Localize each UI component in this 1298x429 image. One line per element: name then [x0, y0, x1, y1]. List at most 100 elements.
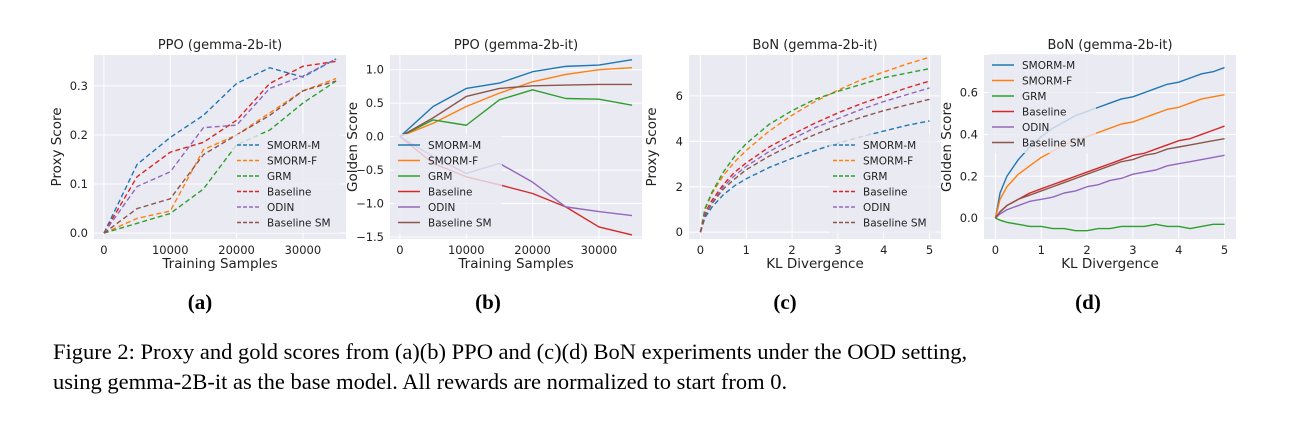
- x-tick-label: 30000: [285, 243, 322, 257]
- legend-label: Baseline SM: [267, 218, 331, 230]
- legend-label: SMORM-M: [267, 140, 320, 152]
- legend-box: [988, 54, 1096, 153]
- x-tick-label: 20000: [514, 243, 551, 257]
- x-tick-label: 2: [788, 243, 795, 257]
- legend-label: ODIN: [428, 202, 455, 214]
- legend: SMORM-M SMORM-F GRM Baseline ODIN Baseline SM: [988, 54, 1096, 153]
- chart-panel-4: 0 1 2 3 4 5 0.0 0.2 0.4 0.6 BoN (gemma-2b-it) KL Di…: [939, 38, 1236, 272]
- x-tick-label: 5: [926, 243, 933, 257]
- x-tick-label: 20000: [218, 243, 255, 257]
- x-tick-label: 30000: [581, 243, 618, 257]
- series-line-baseline: [699, 80, 930, 233]
- y-tick-label: 0.2: [70, 128, 88, 142]
- legend-label: SMORM-F: [863, 156, 913, 168]
- legend-label: ODIN: [863, 202, 890, 214]
- y-axis-label: Proxy Score: [49, 107, 65, 186]
- series-line-baseline: [994, 125, 1225, 219]
- x-tick-label: 0: [992, 243, 999, 257]
- chart-title: PPO (gemma-2b-it): [158, 38, 282, 53]
- legend: SMORM-M SMORM-F GRM Baseline ODIN Baseline SM: [233, 134, 341, 233]
- x-tick-label: 5: [1221, 243, 1228, 257]
- series-line-baseline-sm: [994, 137, 1225, 219]
- legend-label: GRM: [267, 171, 292, 183]
- panel-label: (a): [188, 290, 213, 314]
- y-tick-label: 1.0: [366, 63, 384, 77]
- series-line-odin: [103, 58, 337, 234]
- x-axis-label: KL Divergence: [1061, 256, 1159, 272]
- series-group: [994, 66, 1225, 232]
- legend-label: GRM: [428, 171, 453, 183]
- legend-label: ODIN: [267, 202, 294, 214]
- series-line-smorm-f: [994, 94, 1225, 219]
- caption-line-1: Figure 2: Proxy and gold scores from (a)…: [53, 339, 968, 364]
- legend-label: SMORM-F: [428, 156, 478, 168]
- series-line-grm: [399, 89, 633, 138]
- figure-caption: Figure 2: Proxy and gold scores from (a)…: [53, 337, 1253, 397]
- series-line-grm: [699, 67, 930, 233]
- series-line-odin: [699, 87, 930, 233]
- legend-label: SMORM-F: [267, 156, 317, 168]
- y-tick-label: 0.0: [960, 211, 978, 225]
- x-tick-label: 2: [1083, 243, 1090, 257]
- panel-label: (d): [1075, 290, 1101, 314]
- y-tick-label: −1.5: [356, 230, 384, 244]
- legend-label: ODIN: [1022, 122, 1049, 134]
- caption-line-2: using gemma-2B-it as the base model. All…: [53, 369, 788, 394]
- chart-panel-3: 0 1 2 3 4 5 0 2 4 6 BoN (gemma-2b-it) KL Divergence…: [644, 38, 941, 272]
- y-axis-label: Golden Score: [345, 102, 361, 192]
- legend-label: Baseline: [428, 187, 473, 199]
- legend: SMORM-M SMORM-F GRM Baseline ODIN Baseline SM: [829, 134, 937, 233]
- y-tick-label: 0.0: [366, 130, 384, 144]
- y-tick-label: 0.0: [70, 226, 88, 240]
- legend-box: [394, 134, 502, 233]
- x-tick-label: 0: [396, 243, 403, 257]
- panel-label: (b): [475, 290, 501, 314]
- series-line-odin: [994, 154, 1225, 219]
- y-tick-label: 0.4: [960, 127, 978, 141]
- chart-panel-1: 0 10000 20000 30000 0.0 0.1 0.2 0.3 PPO (gemma-2…: [49, 38, 346, 272]
- series-group: [699, 56, 930, 233]
- chart-title: PPO (gemma-2b-it): [454, 38, 578, 53]
- series-line-smorm-f: [699, 56, 930, 233]
- chart-title: BoN (gemma-2b-it): [752, 38, 877, 53]
- legend-box: [829, 134, 937, 233]
- legend-label: GRM: [863, 171, 888, 183]
- y-tick-label: 0.3: [70, 79, 88, 93]
- legend: SMORM-M SMORM-F GRM Baseline ODIN Baseline SM: [394, 134, 502, 233]
- x-tick-label: 1: [1038, 243, 1045, 257]
- y-tick-label: 0.1: [70, 177, 88, 191]
- y-tick-label: 0.2: [960, 169, 978, 183]
- legend-box: [233, 134, 341, 233]
- chart-title: BoN (gemma-2b-it): [1047, 38, 1172, 53]
- x-axis-label: KL Divergence: [766, 256, 864, 272]
- legend-label: Baseline SM: [428, 218, 492, 230]
- x-axis-label: Training Samples: [161, 256, 277, 272]
- series-line-baseline-sm: [399, 83, 633, 138]
- series-line-baseline-sm: [699, 98, 930, 233]
- x-axis-label: Training Samples: [457, 256, 573, 272]
- series-line-smorm-m: [399, 58, 633, 138]
- x-tick-label: 4: [880, 243, 887, 257]
- x-tick-label: 1: [743, 243, 750, 257]
- y-tick-label: 0.5: [366, 96, 384, 110]
- series-line-baseline: [103, 60, 337, 234]
- y-tick-label: −0.5: [356, 163, 384, 177]
- legend-label: SMORM-F: [1022, 76, 1072, 88]
- legend-label: Baseline: [267, 187, 312, 199]
- legend-label: Baseline SM: [863, 218, 927, 230]
- legend-label: SMORM-M: [1022, 60, 1075, 72]
- y-tick-label: 2: [676, 180, 683, 194]
- series-line-baseline-sm: [103, 80, 337, 234]
- y-tick-label: 4: [676, 134, 683, 148]
- y-tick-label: −1.0: [356, 197, 384, 211]
- y-tick-label: 0.6: [960, 86, 978, 100]
- legend-label: GRM: [1022, 91, 1047, 103]
- legend-label: SMORM-M: [428, 140, 481, 152]
- y-axis-label: Golden Score: [939, 102, 955, 192]
- x-tick-label: 3: [1129, 243, 1136, 257]
- series-group: [103, 58, 337, 234]
- x-tick-label: 0: [100, 243, 107, 257]
- panel-label: (c): [773, 290, 796, 314]
- legend-label: Baseline: [1022, 107, 1067, 119]
- x-tick-label: 3: [834, 243, 841, 257]
